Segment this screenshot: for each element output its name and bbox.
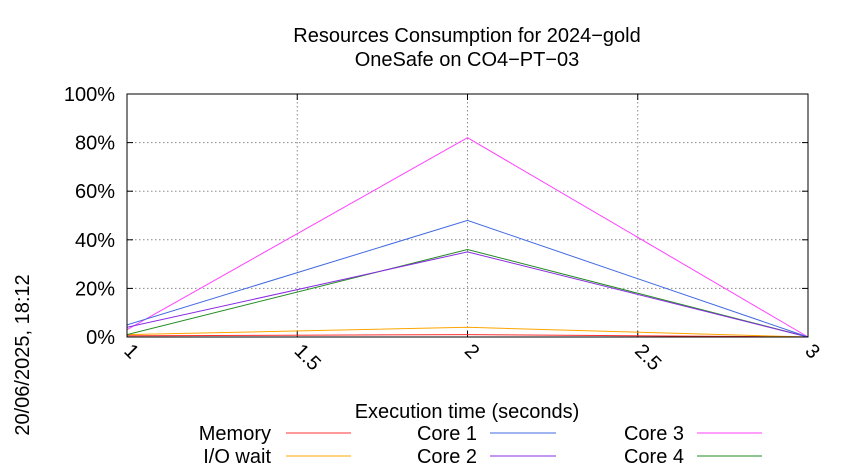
legend-label: I/O wait (203, 446, 271, 468)
x-tick-label: 1 (119, 340, 142, 363)
series-line-core-4 (126, 248, 809, 338)
x-tick-label: 2 (460, 340, 483, 363)
y-tick-label: 80% (75, 133, 115, 155)
x-tick-label: 3 (800, 340, 823, 363)
y-tick-label: 0% (86, 327, 115, 349)
timestamp-label: 20/06/2025, 18:12 (12, 274, 34, 435)
chart-subtitle: OneSafe on CO4−PT−03 (355, 49, 580, 71)
grid (127, 94, 808, 337)
y-tick-label: 100% (64, 84, 115, 106)
legend-label: Core 3 (624, 423, 684, 445)
legend-label: Core 2 (417, 446, 477, 468)
legend-item: Core 2 (417, 446, 556, 468)
series-line-core-2 (126, 251, 809, 338)
x-axis-label: Execution time (seconds) (355, 401, 580, 423)
legend-label: Core 4 (624, 446, 684, 468)
legend-item: Core 3 (624, 423, 762, 445)
series-line-core-3 (126, 137, 809, 338)
legend-label: Core 1 (417, 423, 477, 445)
legend-item: Core 4 (624, 446, 762, 468)
legend-item: Memory (199, 423, 351, 445)
plot-border (126, 93, 809, 338)
legend-label: Memory (199, 423, 271, 445)
y-axis: 0% 20% 40% 60% 80% 100% (64, 84, 808, 349)
x-tick-label: 1.5 (290, 340, 325, 375)
series-line-i-o-wait (126, 326, 809, 338)
series-line-memory (126, 334, 809, 338)
x-tick-label: 2.5 (630, 340, 665, 375)
y-tick-label: 20% (75, 278, 115, 300)
y-tick-label: 40% (75, 230, 115, 252)
x-axis: 1 1.5 2 2.5 3 (119, 94, 824, 375)
series-lines (126, 137, 809, 338)
legend-item: Core 1 (417, 423, 556, 445)
series-line-core-1 (126, 219, 809, 338)
y-tick-label: 60% (75, 181, 115, 203)
chart-title: Resources Consumption for 2024−gold (293, 25, 640, 47)
legend-item: I/O wait (203, 446, 351, 468)
